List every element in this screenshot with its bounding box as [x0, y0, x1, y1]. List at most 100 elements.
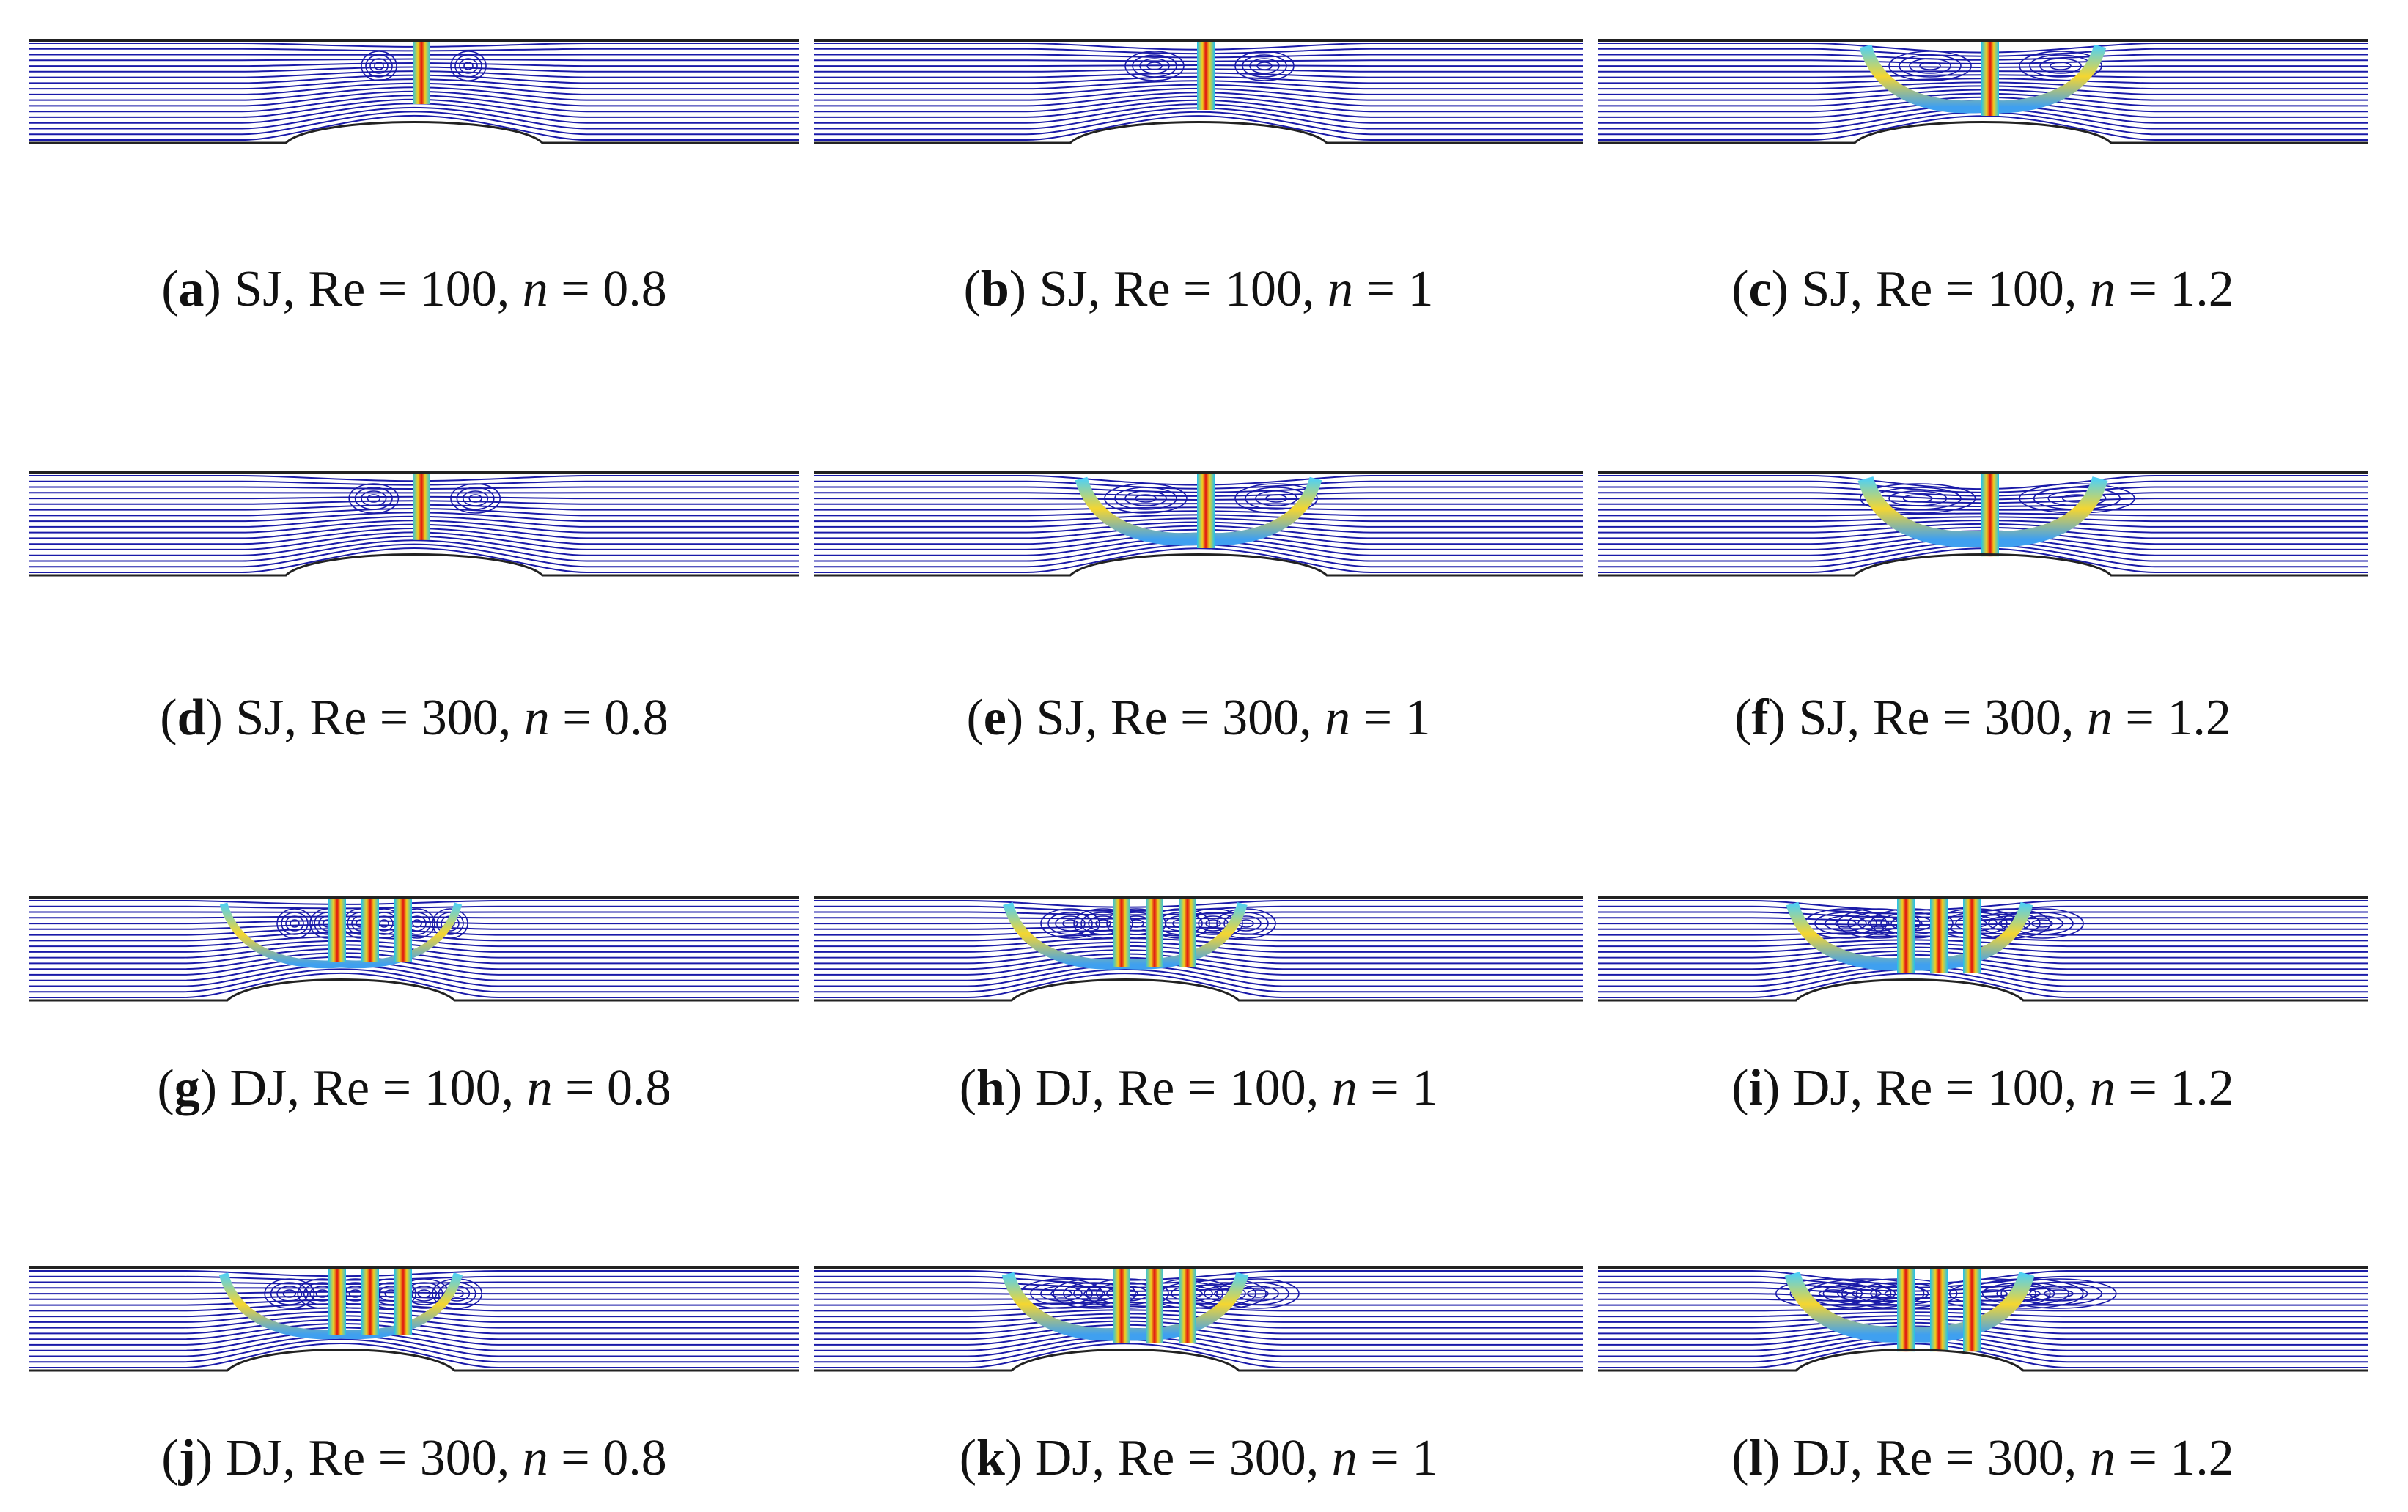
caption-letter: l: [1748, 1430, 1763, 1486]
caption-d: (d) SJ, Re = 300, n = 0.8: [29, 689, 799, 748]
caption-n-symbol: n: [2086, 690, 2113, 746]
caption-b: (b) SJ, Re = 100, n = 1: [814, 260, 1583, 319]
caption-l: (l) DJ, Re = 300, n = 1.2: [1598, 1429, 2368, 1488]
vortices: [1124, 51, 1295, 81]
caption-n-symbol: n: [1327, 261, 1353, 317]
caption-n-value: = 1: [1357, 1430, 1438, 1486]
caption-c: (c) SJ, Re = 100, n = 1.2: [1598, 260, 2368, 319]
caption-i: (i) DJ, Re = 100, n = 1.2: [1598, 1059, 2368, 1118]
caption-n-value: = 1: [1350, 690, 1431, 746]
bottom-wall-bump: [29, 978, 799, 1002]
caption-n-value: = 0.8: [548, 1430, 667, 1486]
jet-slot: [1897, 1268, 1915, 1352]
caption-a: (a) SJ, Re = 100, n = 0.8: [29, 260, 799, 319]
caption-f: (f) SJ, Re = 300, n = 1.2: [1598, 689, 2368, 748]
flow-plot-b: [814, 39, 1583, 144]
jet-slot: [394, 1268, 412, 1335]
jet-slot: [394, 898, 412, 962]
flow-plot-a: [29, 39, 799, 144]
caption-n-symbol: n: [1325, 690, 1351, 746]
caption-text: ) SJ, Re = 100,: [1009, 261, 1328, 317]
caption-open-paren: (: [161, 1430, 179, 1486]
caption-text: ) DJ, Re = 100,: [1762, 1060, 2090, 1116]
caption-text: ) SJ, Re = 100,: [204, 261, 523, 317]
caption-text: ) DJ, Re = 100,: [199, 1060, 527, 1116]
jet-slot: [413, 473, 430, 540]
bottom-wall-bump: [1598, 121, 2368, 144]
caption-n-symbol: n: [2089, 261, 2116, 317]
flow-plot-e: [814, 471, 1583, 577]
caption-letter: i: [1748, 1060, 1763, 1116]
bottom-wall-bump: [814, 1349, 1583, 1372]
caption-k: (k) DJ, Re = 300, n = 1: [814, 1429, 1583, 1488]
jet-slot: [1146, 898, 1163, 967]
caption-open-paren: (: [1731, 1430, 1749, 1486]
jet-slot: [361, 898, 379, 962]
caption-letter: e: [983, 690, 1006, 746]
caption-letter: b: [980, 261, 1009, 317]
caption-n-value: = 1.2: [2115, 261, 2234, 317]
caption-n-symbol: n: [522, 1430, 548, 1486]
bottom-wall-bump: [814, 121, 1583, 144]
caption-n-symbol: n: [522, 261, 548, 317]
caption-text: ) SJ, Re = 300,: [1768, 690, 2087, 746]
flow-plot-j: [29, 1266, 799, 1372]
caption-n-symbol: n: [1331, 1430, 1358, 1486]
bottom-wall-bump: [1598, 553, 2368, 577]
jet-slot: [361, 1268, 379, 1335]
jet-slot: [1930, 898, 1948, 973]
jet-slot: [1930, 1268, 1948, 1352]
jet-slot: [1146, 1268, 1163, 1343]
caption-n-value: = 1.2: [2112, 690, 2231, 746]
caption-n-value: = 1.2: [2115, 1060, 2234, 1116]
caption-open-paren: (: [157, 1060, 174, 1116]
flow-plot-c: [1598, 39, 2368, 144]
caption-open-paren: (: [1734, 690, 1752, 746]
caption-j: (j) DJ, Re = 300, n = 0.8: [29, 1429, 799, 1488]
vortices: [361, 51, 487, 81]
jet-slot: [413, 40, 430, 104]
jet-slot: [328, 1268, 346, 1335]
caption-open-paren: (: [963, 261, 981, 317]
caption-n-value: = 0.8: [548, 261, 667, 317]
caption-text: ) DJ, Re = 300,: [195, 1430, 523, 1486]
caption-n-symbol: n: [523, 690, 550, 746]
caption-letter: f: [1751, 690, 1769, 746]
jet-slot: [1897, 898, 1915, 973]
flow-plot-f: [1598, 471, 2368, 577]
caption-text: ) SJ, Re = 100,: [1771, 261, 2090, 317]
jet-slot: [1197, 40, 1215, 110]
caption-letter: h: [976, 1060, 1005, 1116]
jet-slot: [1981, 473, 1999, 557]
flow-plot-l: [1598, 1266, 2368, 1372]
caption-n-value: = 0.8: [549, 690, 669, 746]
caption-g: (g) DJ, Re = 100, n = 0.8: [29, 1059, 799, 1118]
bottom-wall-bump: [1598, 978, 2368, 1002]
caption-text: ) DJ, Re = 300,: [1762, 1430, 2090, 1486]
caption-e: (e) SJ, Re = 300, n = 1: [814, 689, 1583, 748]
flow-plot-g: [29, 896, 799, 1002]
jet-slot: [1963, 898, 1981, 973]
jet-slot: [1981, 40, 1999, 116]
caption-text: ) DJ, Re = 100,: [1004, 1060, 1332, 1116]
bottom-wall-bump: [29, 121, 799, 144]
caption-open-paren: (: [959, 1430, 977, 1486]
caption-n-value: = 1.2: [2115, 1430, 2234, 1486]
caption-open-paren: (: [161, 261, 179, 317]
jet-slot: [1179, 898, 1196, 967]
caption-text: ) DJ, Re = 300,: [1004, 1430, 1332, 1486]
flow-plot-h: [814, 896, 1583, 1002]
jet-slot: [1113, 898, 1130, 967]
vortices: [264, 1278, 482, 1309]
caption-open-paren: (: [160, 690, 177, 746]
bottom-wall-bump: [814, 978, 1583, 1002]
jet-slot: [1963, 1268, 1981, 1352]
jet-band: [219, 902, 463, 969]
caption-letter: d: [177, 690, 206, 746]
caption-letter: a: [178, 261, 205, 317]
flow-plot-d: [29, 471, 799, 577]
caption-text: ) SJ, Re = 300,: [1006, 690, 1325, 746]
caption-n-symbol: n: [2089, 1430, 2116, 1486]
bottom-wall-bump: [814, 553, 1583, 577]
